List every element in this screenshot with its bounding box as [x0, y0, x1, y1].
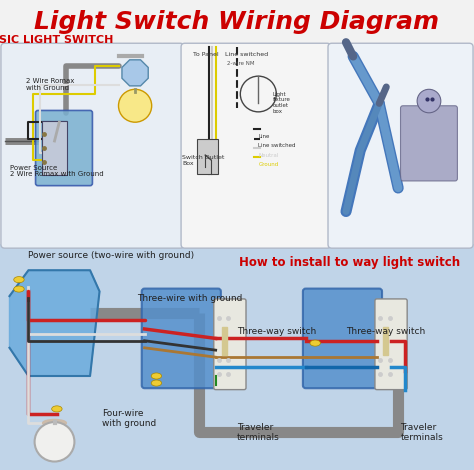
- Polygon shape: [222, 327, 227, 355]
- FancyBboxPatch shape: [328, 43, 473, 248]
- Circle shape: [240, 76, 276, 112]
- FancyBboxPatch shape: [181, 43, 331, 248]
- Text: Light Switch Wiring Diagram: Light Switch Wiring Diagram: [35, 10, 439, 34]
- Polygon shape: [9, 270, 100, 376]
- FancyBboxPatch shape: [142, 289, 221, 388]
- FancyBboxPatch shape: [1, 43, 184, 248]
- Text: How to install to way light switch: How to install to way light switch: [238, 256, 460, 269]
- Ellipse shape: [43, 419, 66, 427]
- Text: Three-wire with ground: Three-wire with ground: [137, 294, 243, 303]
- Bar: [0, 0, 474, 244]
- Text: 2-wire NM: 2-wire NM: [227, 61, 254, 66]
- Bar: [0, 244, 474, 470]
- Text: Line switched: Line switched: [258, 143, 296, 149]
- Text: Three-way switch: Three-way switch: [237, 327, 316, 336]
- Ellipse shape: [14, 276, 24, 282]
- FancyBboxPatch shape: [401, 106, 457, 181]
- FancyBboxPatch shape: [36, 110, 92, 186]
- Bar: [197, 139, 218, 174]
- Text: Line: Line: [258, 134, 270, 139]
- Ellipse shape: [151, 380, 162, 386]
- FancyBboxPatch shape: [375, 299, 407, 390]
- Text: Four-wire
with ground: Four-wire with ground: [102, 409, 156, 428]
- Text: 2 Wire Romax
with Ground: 2 Wire Romax with Ground: [26, 78, 74, 91]
- Circle shape: [417, 89, 441, 113]
- Text: Three-way switch: Three-way switch: [346, 327, 425, 336]
- Text: To Panel: To Panel: [193, 52, 219, 57]
- Text: BASIC LIGHT SWITCH: BASIC LIGHT SWITCH: [0, 35, 113, 45]
- Text: Neutral: Neutral: [258, 153, 279, 158]
- Ellipse shape: [151, 373, 162, 379]
- FancyBboxPatch shape: [42, 121, 67, 175]
- Polygon shape: [383, 327, 388, 355]
- FancyBboxPatch shape: [303, 289, 382, 388]
- Ellipse shape: [14, 286, 24, 292]
- Text: Power Source
2 Wire Romax with Ground: Power Source 2 Wire Romax with Ground: [10, 164, 104, 178]
- Text: Line switched: Line switched: [225, 52, 268, 57]
- FancyBboxPatch shape: [214, 299, 246, 390]
- Ellipse shape: [310, 340, 320, 346]
- Circle shape: [118, 89, 152, 122]
- Text: Switch Outlet
Box: Switch Outlet Box: [182, 155, 225, 166]
- Text: Power source (two-wire with ground): Power source (two-wire with ground): [28, 251, 194, 260]
- Text: Traveler
terminals: Traveler terminals: [237, 423, 280, 442]
- Circle shape: [35, 422, 74, 462]
- Text: Ground: Ground: [258, 162, 279, 167]
- Text: Light
fixture
outlet
box: Light fixture outlet box: [273, 92, 291, 114]
- Text: Traveler
terminals: Traveler terminals: [401, 423, 443, 442]
- Ellipse shape: [52, 406, 62, 412]
